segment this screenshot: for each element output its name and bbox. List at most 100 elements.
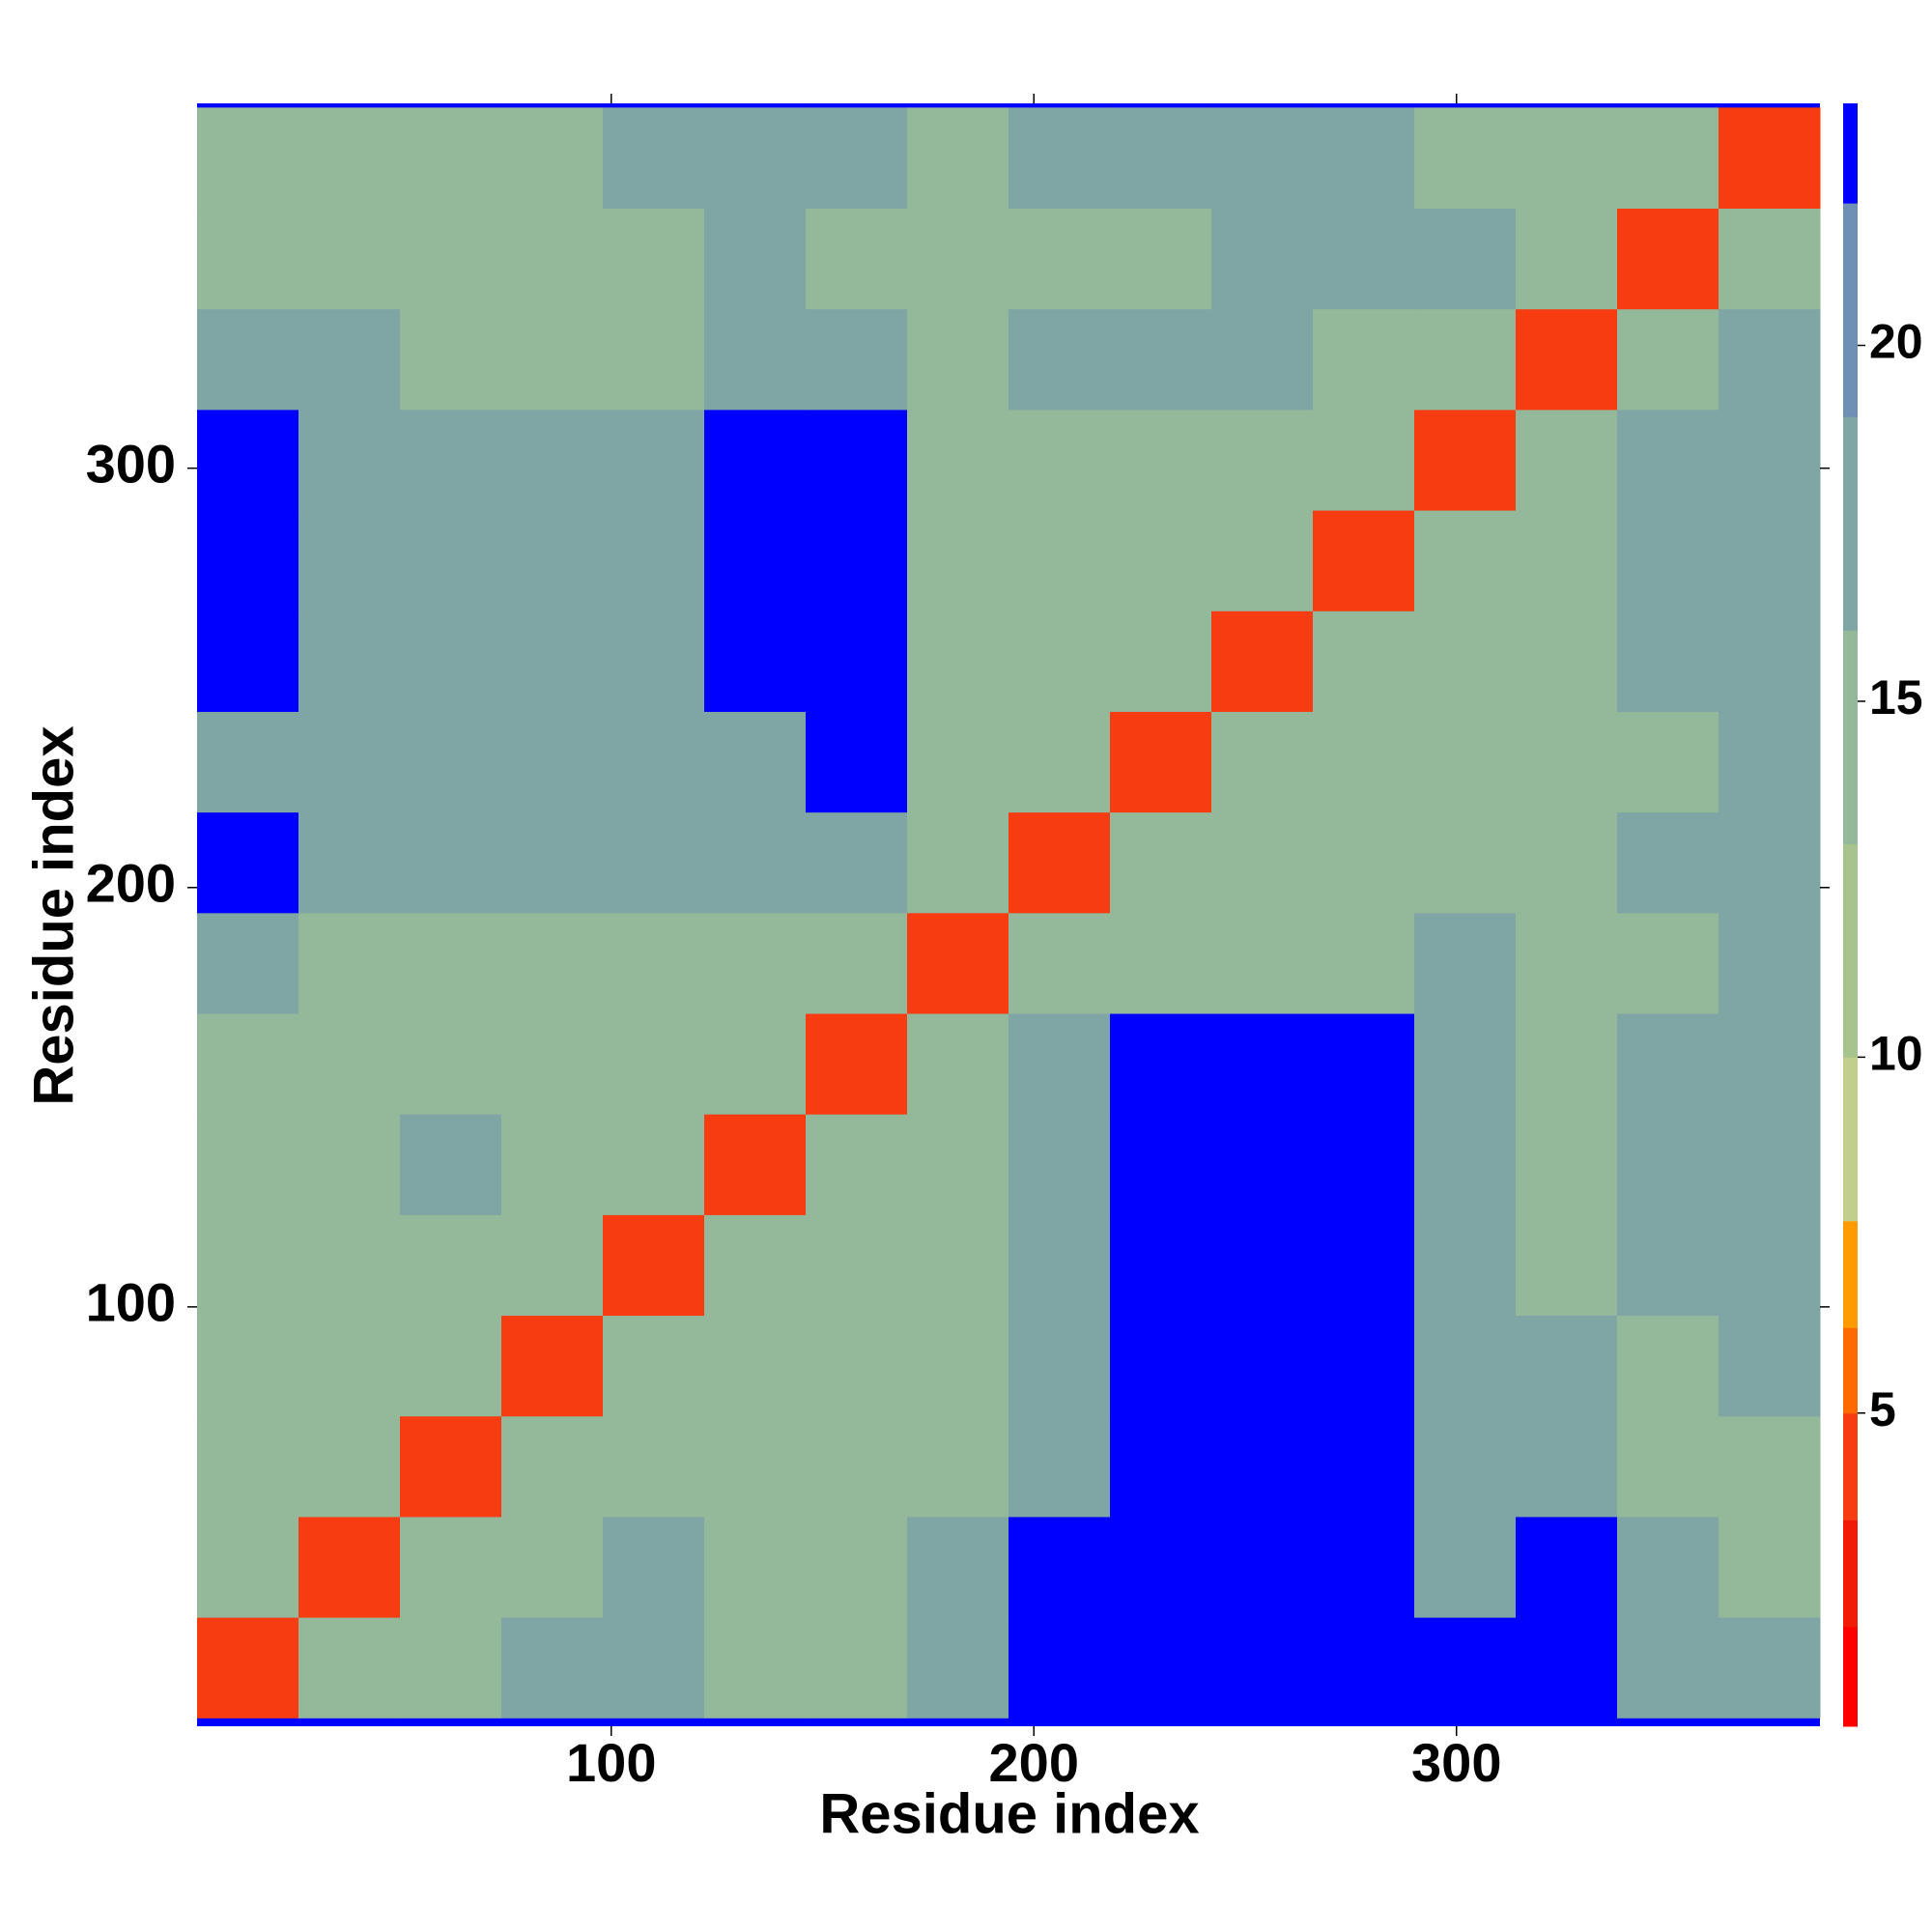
heatmap-cell (1110, 1617, 1212, 1719)
heatmap-cell (806, 912, 908, 1014)
heatmap-cell (1009, 107, 1111, 210)
heatmap-cell (907, 510, 1009, 611)
heatmap-cell (603, 510, 705, 611)
heatmap-cell (806, 409, 908, 511)
heatmap-cell (1211, 409, 1314, 511)
heatmap-cell (1110, 1013, 1212, 1115)
heatmap-cell (704, 510, 807, 611)
heatmap-cell (298, 1617, 401, 1719)
heatmap-cell (400, 1214, 502, 1317)
colorbar-band (1843, 843, 1858, 1058)
heatmap-cell (1719, 208, 1821, 310)
heatmap-cell (1110, 107, 1212, 210)
heatmap-cell (603, 1516, 705, 1618)
heatmap-cell (1719, 107, 1821, 210)
heatmap-cell (603, 1214, 705, 1317)
heatmap-cell (806, 611, 908, 712)
heatmap-cell (603, 811, 705, 914)
heatmap-cell (1516, 1013, 1618, 1115)
colorbar-tick-label: 20 (1869, 315, 1923, 369)
heatmap-cell (197, 1013, 299, 1115)
heatmap-cell (1414, 1617, 1517, 1719)
heatmap-cell (603, 711, 705, 813)
heatmap-cell (806, 107, 908, 210)
heatmap-cell (197, 1415, 299, 1518)
heatmap-cell (298, 1013, 401, 1115)
heatmap-cell (1516, 208, 1618, 310)
heatmap-cell (197, 107, 299, 210)
heatmap-cell (501, 611, 604, 712)
heatmap-cell (501, 409, 604, 511)
heatmap-cell (1516, 1114, 1618, 1215)
heatmap-cell (501, 912, 604, 1014)
heatmap-cell (1516, 107, 1618, 210)
heatmap-cell (1617, 1315, 1719, 1417)
heatmap-cell (1414, 611, 1517, 712)
heatmap-cell (907, 409, 1009, 511)
heatmap-cell (1414, 107, 1517, 210)
heatmap-cell (603, 409, 705, 511)
colorbar-band (1843, 1626, 1858, 1727)
heatmap-cell (400, 711, 502, 813)
heatmap-cell (1719, 912, 1821, 1014)
heatmap-cell (1313, 1516, 1415, 1618)
heatmap-cell (298, 510, 401, 611)
heatmap-cell (1009, 611, 1111, 712)
heatmap-cell (806, 510, 908, 611)
heatmap-cell (1719, 611, 1821, 712)
heatmap-cell (1009, 1114, 1111, 1215)
heatmap-cell (197, 409, 299, 511)
heatmap-cell (298, 711, 401, 813)
heatmap-cell (1211, 811, 1314, 914)
heatmap-cell (400, 1315, 502, 1417)
heatmap-cell (1719, 1114, 1821, 1215)
colorbar-band (1843, 1220, 1858, 1328)
heatmap-cell (1313, 1415, 1415, 1518)
heatmap-cell (501, 208, 604, 310)
heatmap-cell (197, 510, 299, 611)
heatmap-cell (1313, 510, 1415, 611)
heatmap-cell (1313, 811, 1415, 914)
heatmap-cell (298, 1315, 401, 1417)
heatmap-cell (1313, 1114, 1415, 1215)
heatmap-cell (1313, 208, 1415, 310)
heatmap-cell (1313, 409, 1415, 511)
heatmap-cell (1617, 711, 1719, 813)
heatmap-cell (1009, 1516, 1111, 1618)
heatmap-cell (806, 1114, 908, 1215)
y-tick-label: 300 (86, 433, 176, 494)
heatmap-cell (806, 811, 908, 914)
heatmap-cell (704, 1013, 807, 1115)
heatmap-cell (298, 811, 401, 914)
heatmap-cell (1719, 308, 1821, 411)
heatmap-cell (1414, 1415, 1517, 1518)
heatmap-cell (298, 1114, 401, 1215)
heatmap-cell (603, 611, 705, 712)
heatmap-cell (1719, 1013, 1821, 1115)
x-axis-title: Residue index (819, 1782, 1199, 1845)
heatmap-cell (806, 1013, 908, 1115)
heatmap-cell (806, 1315, 908, 1417)
heatmap-cell (1516, 1415, 1618, 1518)
heatmap-cell (1617, 1013, 1719, 1115)
heatmap-cell (1617, 1214, 1719, 1317)
heatmap-cell (1009, 308, 1111, 411)
heatmap-cell (806, 1214, 908, 1317)
heatmap-cell (806, 308, 908, 411)
heatmap-cell (1617, 611, 1719, 712)
heatmap-cell (197, 1315, 299, 1417)
colorbar-band (1843, 1412, 1858, 1520)
heatmap-cell (1211, 1617, 1314, 1719)
y-tick-label: 200 (86, 853, 176, 914)
heatmap-cell (704, 912, 807, 1014)
heatmap-cell (1516, 811, 1618, 914)
heatmap-cell (501, 1516, 604, 1618)
heatmap-cell (1516, 510, 1618, 611)
heatmap-cell (1009, 1214, 1111, 1317)
heatmap-cell (1313, 1315, 1415, 1417)
heatmap-cell (1617, 208, 1719, 310)
heatmap-cell (501, 1214, 604, 1317)
heatmap-cell (704, 1415, 807, 1518)
heatmap-cell (1719, 1516, 1821, 1618)
heatmap-cell (197, 811, 299, 914)
